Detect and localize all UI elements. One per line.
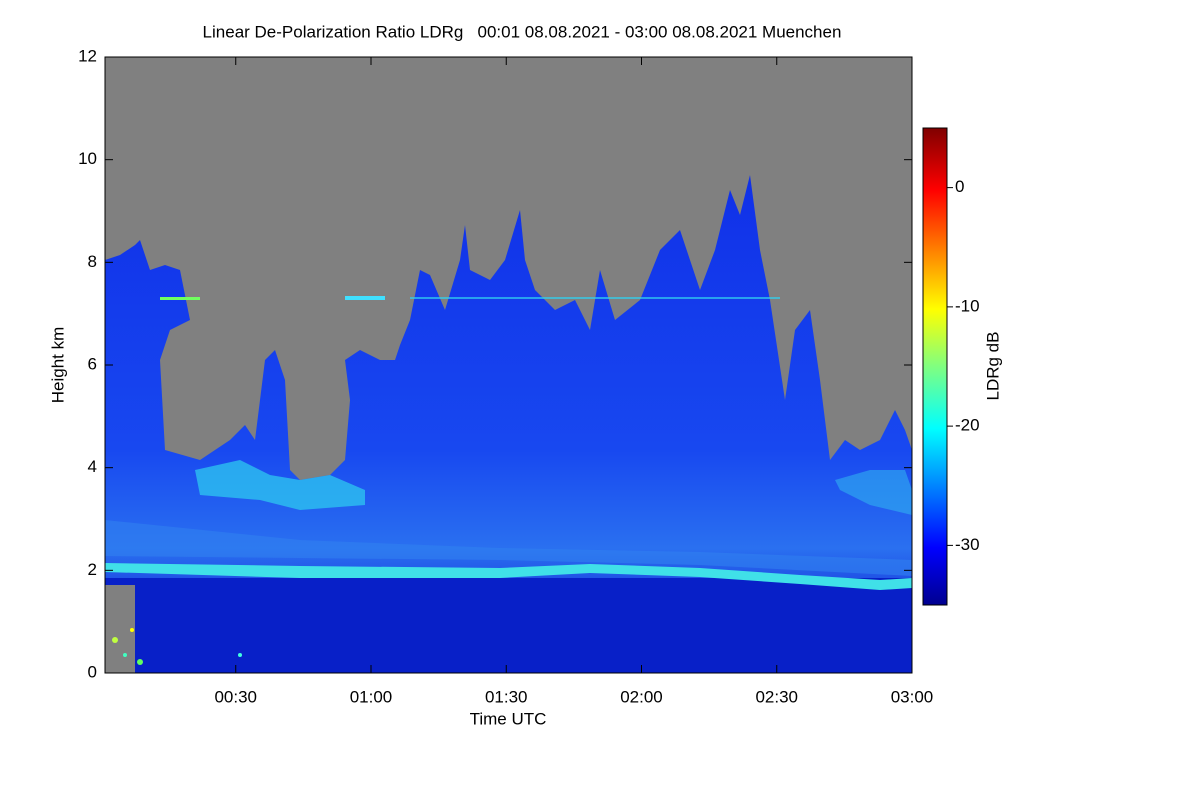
y-tick-label: 6 xyxy=(88,354,97,373)
heatmap-image xyxy=(105,57,912,673)
colorbar-label: LDRg dB xyxy=(983,332,1002,401)
x-tick-label: 01:00 xyxy=(350,687,393,706)
y-tick-label: 4 xyxy=(88,457,97,476)
colorbar-tick-label: -20 xyxy=(955,416,980,435)
y-tick-label: 12 xyxy=(78,46,97,65)
chart-title: Linear De-Polarization Ratio LDRg 00:01 … xyxy=(203,22,842,41)
y-tick-label: 0 xyxy=(88,662,97,681)
x-axis-label: Time UTC xyxy=(470,709,547,728)
y-axis-label: Height km xyxy=(48,327,67,404)
x-tick-label: 02:00 xyxy=(620,687,663,706)
colorbar-tick-label: 0 xyxy=(955,177,964,196)
y-tick-label: 10 xyxy=(78,149,97,168)
x-tick-label: 01:30 xyxy=(485,687,528,706)
x-tick-label: 00:30 xyxy=(214,687,257,706)
y-tick-label: 2 xyxy=(88,560,97,579)
x-tick-label: 02:30 xyxy=(755,687,798,706)
y-tick-label: 8 xyxy=(88,252,97,271)
colorbar xyxy=(922,127,948,606)
colorbar-tick-label: -30 xyxy=(955,535,980,554)
x-tick-label: 03:00 xyxy=(891,687,934,706)
colorbar-tick-label: -10 xyxy=(955,296,980,315)
